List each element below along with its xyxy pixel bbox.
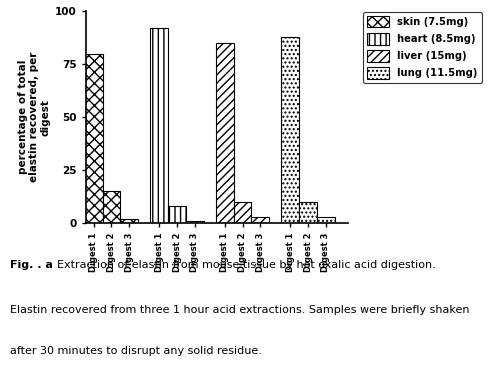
- Text: Extraction of elastin from mouse tissue by hot oxalic acid digestion.: Extraction of elastin from mouse tissue …: [50, 260, 436, 270]
- Bar: [168, 206, 186, 223]
- Bar: [216, 43, 233, 223]
- Text: Elastin recovered from three 1 hour acid extractions. Samples were briefly shake: Elastin recovered from three 1 hour acid…: [10, 305, 470, 315]
- Bar: [233, 202, 251, 223]
- Bar: [281, 36, 299, 223]
- Bar: [85, 54, 102, 223]
- Legend: skin (7.5mg), heart (8.5mg), liver (15mg), lung (11.5mg): skin (7.5mg), heart (8.5mg), liver (15mg…: [363, 12, 482, 83]
- Text: after 30 minutes to disrupt any solid residue.: after 30 minutes to disrupt any solid re…: [10, 346, 262, 356]
- Y-axis label: percentage of total
elastin recovered, per
digest: percentage of total elastin recovered, p…: [18, 52, 51, 182]
- Bar: [102, 191, 120, 223]
- Text: Fig. . a: Fig. . a: [10, 260, 53, 270]
- Bar: [186, 221, 204, 223]
- Bar: [317, 217, 335, 223]
- Bar: [299, 202, 317, 223]
- Bar: [251, 217, 269, 223]
- Bar: [150, 28, 168, 223]
- Bar: [120, 219, 138, 223]
